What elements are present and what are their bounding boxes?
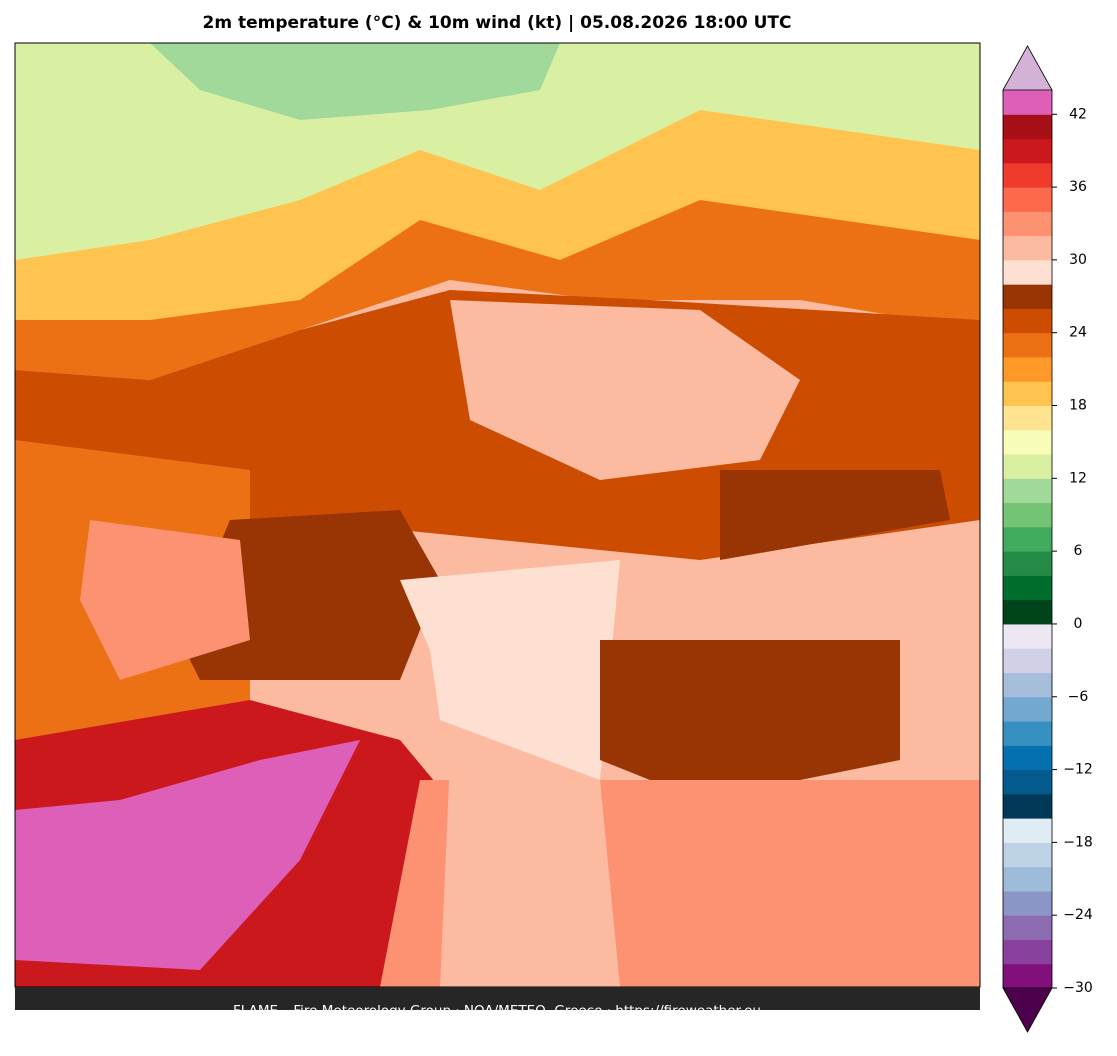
colorbar: −30 −24 −18 −12 −6 0 6 12 18 24 30 36 42 — [1002, 45, 1093, 1033]
colorbar-bin — [1003, 672, 1052, 698]
footer: FLAME – Fire Meteorology Group · NOA/MET… — [233, 1003, 761, 1019]
colorbar-bin — [1003, 429, 1052, 455]
colorbar-bin — [1003, 842, 1052, 868]
colorbar-bin — [1003, 259, 1052, 285]
footer-bar — [15, 987, 980, 1010]
colorbar-bin — [1003, 502, 1052, 528]
colorbar-bin — [1003, 939, 1052, 965]
colorbar-bin — [1003, 308, 1052, 334]
colorbar-bin — [1003, 623, 1052, 649]
colorbar-bin — [1003, 90, 1052, 115]
colorbar-tick-label: −6 — [1068, 689, 1089, 705]
colorbar-bin — [1003, 696, 1052, 722]
colorbar-bin — [1003, 818, 1052, 843]
colorbar-tick-label: 42 — [1069, 106, 1087, 122]
colorbar-under — [1002, 987, 1053, 1033]
colorbar-bin — [1003, 551, 1052, 576]
colorbar-bin — [1003, 866, 1052, 892]
colorbar-bin — [1003, 332, 1052, 358]
colorbar-tick-label: 0 — [1074, 616, 1083, 632]
colorbar-tick-label: 6 — [1074, 543, 1083, 559]
colorbar-bin — [1003, 915, 1052, 940]
colorbar-bin — [1003, 138, 1052, 164]
map — [14, 42, 981, 988]
colorbar-bin — [1003, 114, 1052, 140]
colorbar-over — [1002, 45, 1053, 91]
colorbar-bin — [1003, 235, 1052, 261]
colorbar-tick-label: 18 — [1069, 398, 1087, 414]
colorbar-tick-label: −18 — [1063, 834, 1093, 850]
colorbar-bin — [1003, 478, 1052, 504]
colorbar-tick-label: 30 — [1069, 252, 1087, 268]
map-title: 2m temperature (°C) & 10m wind (kt) | 05… — [202, 13, 791, 33]
colorbar-bin — [1003, 405, 1052, 431]
colorbar-outline — [1002, 90, 1053, 988]
colorbar-bin — [1003, 745, 1052, 771]
colorbar-tick-label: −24 — [1063, 907, 1093, 923]
colorbar-tick-label: 24 — [1069, 325, 1087, 341]
colorbar-bin — [1003, 162, 1052, 188]
colorbar-bin — [1003, 721, 1052, 746]
colorbar-bin — [1003, 284, 1052, 309]
colorbar-tick-label: −12 — [1063, 762, 1093, 778]
colorbar-bin — [1003, 599, 1052, 625]
colorbar-bin — [1003, 769, 1052, 795]
colorbar-bin — [1003, 211, 1052, 237]
colorbar-bin — [1003, 648, 1052, 673]
colorbar-bin — [1003, 454, 1052, 479]
colorbar-tick-label: 12 — [1069, 470, 1087, 486]
colorbar-bin — [1003, 890, 1052, 916]
colorbar-bin — [1003, 187, 1052, 212]
colorbar-tick-label: −30 — [1063, 980, 1093, 996]
colorbar-bin — [1003, 381, 1052, 407]
colorbar-tick-label: 36 — [1069, 179, 1087, 195]
colorbar-bin — [1003, 575, 1052, 601]
colorbar-bin — [1003, 526, 1052, 552]
colorbar-bin — [1003, 356, 1052, 382]
colorbar-bin — [1003, 793, 1052, 819]
colorbar-bin — [1003, 963, 1052, 989]
